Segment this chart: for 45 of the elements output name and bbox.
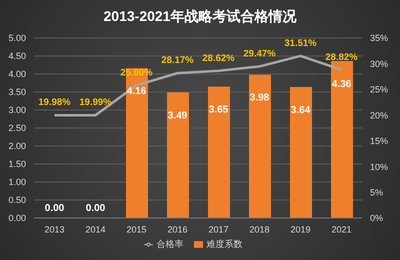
y2-tick-label: 5% [370, 187, 384, 198]
data-label: 19.98% [38, 97, 72, 108]
x-tick-label: 2021 [331, 224, 352, 234]
y-tick-label: 0.50 [8, 195, 26, 206]
y2-tick-label: 15% [370, 136, 388, 146]
y-tick-label: 2.00 [8, 141, 26, 152]
x-tick-label: 2015 [126, 224, 147, 234]
x-tick-label: 2017 [208, 224, 229, 234]
y-tick-label: 3.50 [8, 87, 26, 98]
x-tick-label: 2016 [167, 224, 188, 234]
y-tick-label: 1.00 [8, 177, 26, 188]
data-label: 3.64 [290, 104, 311, 116]
data-label: 3.98 [250, 92, 270, 104]
data-label: 19.99% [79, 97, 112, 108]
y-tick-label: 4.00 [8, 69, 26, 80]
data-label: 28.82% [325, 52, 358, 63]
data-label: 3.49 [168, 110, 188, 122]
data-label: 31.51% [284, 38, 318, 49]
x-tick-label: 2018 [249, 224, 270, 234]
y2-tick-label: 20% [370, 110, 388, 120]
data-label: 28.17% [161, 55, 194, 66]
x-tick-label: 2019 [290, 224, 311, 234]
chart-title: 2013-2021年战略考试合格情况 [102, 7, 298, 26]
data-label: 3.65 [208, 104, 229, 116]
x-tick-label: 2013 [44, 224, 65, 234]
y2-tick-label: 10% [370, 162, 388, 172]
data-label: 28.62% [202, 52, 236, 64]
legend-label: 难度系数 [206, 239, 242, 249]
y-tick-label: 2.50 [8, 123, 26, 134]
y2-tick-label: 0% [370, 213, 384, 224]
y2-tick-label: 25% [370, 84, 388, 95]
data-label: 29.47% [243, 48, 276, 60]
y2-tick-label: 35% [370, 33, 388, 44]
y-tick-label: 0.00 [8, 213, 26, 224]
x-tick-label: 2014 [85, 224, 106, 234]
y2-tick-label: 30% [370, 58, 388, 69]
y-tick-label: 5.00 [8, 33, 26, 44]
y-tick-label: 4.50 [8, 51, 26, 62]
data-label: 0.00 [44, 203, 65, 214]
data-label: 4.36 [332, 79, 352, 90]
legend-label: 合格率 [156, 239, 184, 249]
data-label: 4.16 [126, 86, 147, 98]
data-label: 0.00 [86, 203, 106, 214]
y-tick-label: 1.50 [8, 159, 26, 170]
y-tick-label: 3.00 [8, 105, 26, 116]
